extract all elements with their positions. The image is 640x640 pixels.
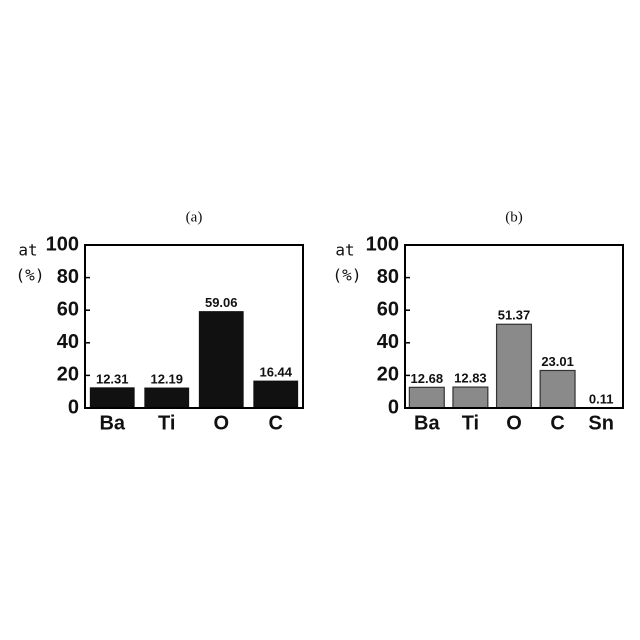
x-tick-label: C <box>550 412 564 434</box>
x-tick-label: Ti <box>158 412 175 434</box>
y-axis-label: at <box>18 241 37 260</box>
value-label: 12.68 <box>411 371 444 386</box>
x-tick-label: Ti <box>462 412 479 434</box>
panel-title: (b) <box>505 209 523 225</box>
y-tick-label: 100 <box>366 233 399 255</box>
y-tick-label: 20 <box>57 364 79 386</box>
y-axis-unit: (%) <box>16 266 45 285</box>
x-tick-label: O <box>506 412 522 434</box>
y-tick-label: 20 <box>377 364 399 386</box>
value-label: 12.83 <box>454 371 487 386</box>
y-tick-label: 100 <box>46 233 79 255</box>
value-label: 23.01 <box>541 354 574 369</box>
value-label: 16.44 <box>259 365 292 380</box>
y-tick-label: 60 <box>57 298 79 320</box>
x-tick-label: Ba <box>99 412 125 434</box>
panel-title: (a) <box>186 209 203 225</box>
bar <box>254 381 298 408</box>
value-label: 12.31 <box>96 371 129 386</box>
y-tick-label: 60 <box>377 298 399 320</box>
y-tick-label: 0 <box>68 396 79 418</box>
bar <box>199 312 243 408</box>
y-axis-label: at <box>335 241 354 260</box>
value-label: 51.37 <box>498 308 531 323</box>
bar <box>497 324 532 408</box>
value-label: 12.19 <box>150 372 183 387</box>
y-tick-label: 0 <box>388 396 399 418</box>
x-tick-label: C <box>269 412 283 434</box>
value-label: 0.11 <box>589 391 614 406</box>
x-tick-label: Sn <box>588 412 614 434</box>
bar <box>453 387 488 408</box>
y-tick-label: 40 <box>57 331 79 353</box>
x-tick-label: Ba <box>414 412 440 434</box>
bar <box>540 370 575 408</box>
figure: (a) at (%) 0 20 40 60 80 100 12.31 Ba 12.19 Ti 59.06 O… <box>0 0 640 640</box>
y-tick-label: 80 <box>377 266 399 288</box>
y-tick-label: 40 <box>377 331 399 353</box>
y-tick-label: 80 <box>57 266 79 288</box>
x-tick-label: O <box>213 412 229 434</box>
value-label: 59.06 <box>205 295 238 310</box>
bar <box>409 387 444 408</box>
bar <box>145 388 189 408</box>
bar <box>90 388 134 408</box>
y-axis-unit: (%) <box>333 266 362 285</box>
